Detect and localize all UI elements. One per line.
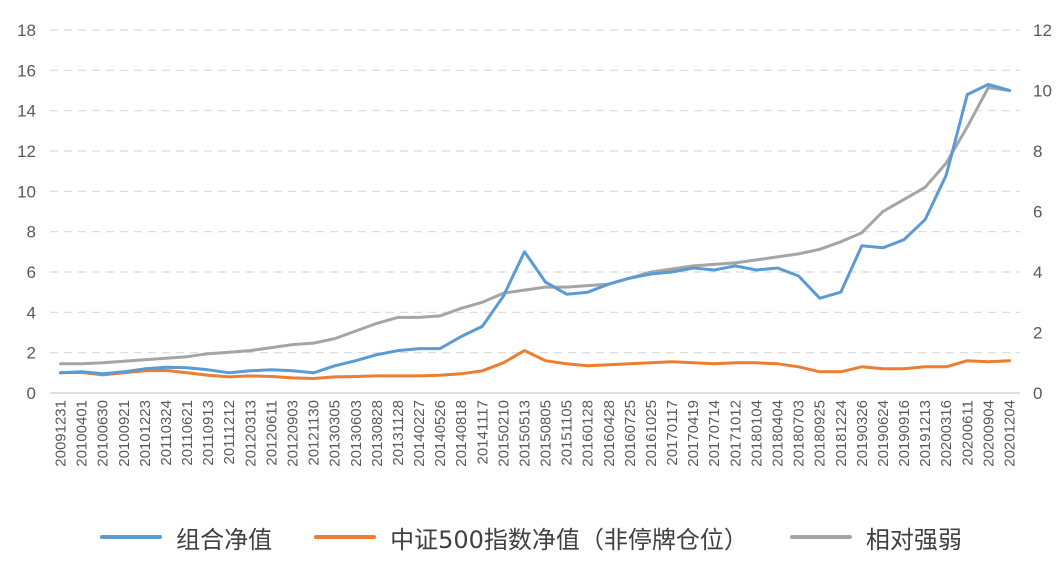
- left-y-tick-label: 18: [17, 21, 36, 40]
- x-tick-label: 20120903: [285, 400, 302, 467]
- x-tick-label: 20110324: [158, 400, 175, 466]
- legend-item-relative-strength: 相对强弱: [789, 520, 962, 555]
- x-tick-label: 20130305: [327, 400, 344, 467]
- x-tick-label: 20120313: [242, 400, 259, 467]
- x-tick-label: 20110913: [200, 400, 217, 466]
- x-tick-label: 20100630: [95, 400, 112, 467]
- x-tick-label: 20150513: [516, 400, 533, 467]
- left-y-tick-label: 0: [27, 384, 36, 403]
- x-tick-label: 20180404: [770, 400, 787, 467]
- x-tick-label: 20121130: [306, 400, 323, 466]
- x-tick-label: 20180703: [791, 400, 808, 467]
- series-line-index: [59, 349, 1011, 380]
- right-y-tick-label: 8: [1033, 142, 1042, 161]
- left-y-tick-label: 12: [17, 142, 36, 161]
- x-tick-label: 20100401: [74, 400, 91, 467]
- x-tick-label: 20091231: [53, 400, 70, 467]
- series-line-relative-strength: [59, 86, 1011, 366]
- right-y-tick-label: 10: [1033, 82, 1052, 101]
- right-y-tick-label: 2: [1033, 324, 1042, 343]
- x-tick-label: 20120611: [263, 400, 280, 466]
- x-tick-label: 20130828: [369, 400, 386, 467]
- legend-swatch-portfolio: [100, 535, 163, 539]
- x-tick-label: 20170117: [664, 400, 681, 466]
- legend-item-index: 中证500指数净值（非停牌仓位）: [314, 520, 748, 555]
- x-tick-label: 20160428: [601, 400, 618, 467]
- x-tick-label: 20180925: [812, 400, 829, 467]
- legend-label-index: 中证500指数净值（非停牌仓位）: [390, 525, 748, 554]
- left-y-tick-label: 4: [27, 303, 36, 322]
- series-line-portfolio: [59, 82, 1011, 376]
- x-tick-label: 20100921: [116, 400, 133, 467]
- x-tick-label: 20151105: [559, 400, 576, 466]
- right-y-tick-label: 4: [1033, 263, 1042, 282]
- x-tick-label: 20190916: [896, 400, 913, 467]
- left-y-tick-label: 16: [17, 61, 36, 80]
- legend-label-relative-strength: 相对强弱: [865, 525, 962, 554]
- right-y-axis: 0 2 4 6 8 10 12: [1033, 21, 1052, 403]
- x-tick-label: 20150805: [538, 400, 555, 467]
- x-tick-label: 20180104: [748, 400, 765, 467]
- right-y-tick-label: 6: [1033, 203, 1042, 222]
- x-tick-label: 20150210: [495, 400, 512, 467]
- legend-label-portfolio: 组合净值: [176, 525, 273, 554]
- x-tick-label: 20170419: [685, 400, 702, 467]
- left-y-tick-label: 14: [17, 102, 36, 121]
- x-tick-label: 20111212: [221, 400, 238, 465]
- x-tick-label: 20190326: [854, 400, 871, 467]
- x-tick-label: 20171012: [727, 400, 744, 467]
- x-tick-label: 20101223: [137, 400, 154, 467]
- x-tick-label: 20140227: [411, 400, 428, 467]
- x-tick-label: 20161025: [643, 400, 660, 467]
- x-tick-label: 20131128: [390, 400, 407, 466]
- left-y-tick-label: 6: [27, 263, 36, 282]
- x-tick-label: 20160128: [580, 400, 597, 467]
- x-tick-label: 20200904: [980, 400, 997, 467]
- legend-swatch-index: [314, 535, 377, 539]
- left-y-tick-label: 8: [27, 223, 36, 242]
- chart-legend: 组合净值 中证500指数净值（非停牌仓位） 相对强弱: [0, 517, 1062, 557]
- x-tick-label: 20140526: [432, 400, 449, 467]
- x-axis: 20091231 20100401 20100630 20100921 20101223…: [53, 400, 1019, 467]
- x-tick-label: 20200316: [938, 400, 955, 467]
- legend-item-portfolio: 组合净值: [100, 520, 272, 555]
- x-tick-label: 20160725: [622, 400, 639, 467]
- x-tick-label: 20130603: [348, 400, 365, 467]
- x-tick-label: 20181224: [833, 400, 850, 467]
- left-y-axis: 0 2 4 6 8 10 12 14 16 18: [17, 21, 36, 403]
- x-tick-label: 20200611: [959, 400, 976, 466]
- left-y-tick-label: 10: [17, 182, 36, 201]
- legend-swatch-relative-strength: [789, 535, 852, 539]
- x-tick-label: 20110621: [179, 400, 196, 466]
- left-y-tick-label: 2: [27, 344, 36, 363]
- x-tick-label: 20140818: [453, 400, 470, 467]
- x-tick-label: 20201204: [1001, 400, 1018, 467]
- grid-lines: [50, 29, 1020, 394]
- x-tick-label: 20141117: [474, 400, 491, 465]
- right-y-tick-label: 0: [1033, 384, 1042, 403]
- right-y-tick-label: 12: [1033, 21, 1052, 40]
- x-tick-label: 20191213: [917, 400, 934, 467]
- series-lines: [59, 82, 1011, 380]
- x-tick-label: 20190624: [875, 400, 892, 467]
- line-chart: 0 2 4 6 8 10 12 14 16 18 0 2 4 6 8 10 12 20091231 201004…: [17, 21, 1052, 467]
- x-tick-label: 20170714: [706, 400, 723, 467]
